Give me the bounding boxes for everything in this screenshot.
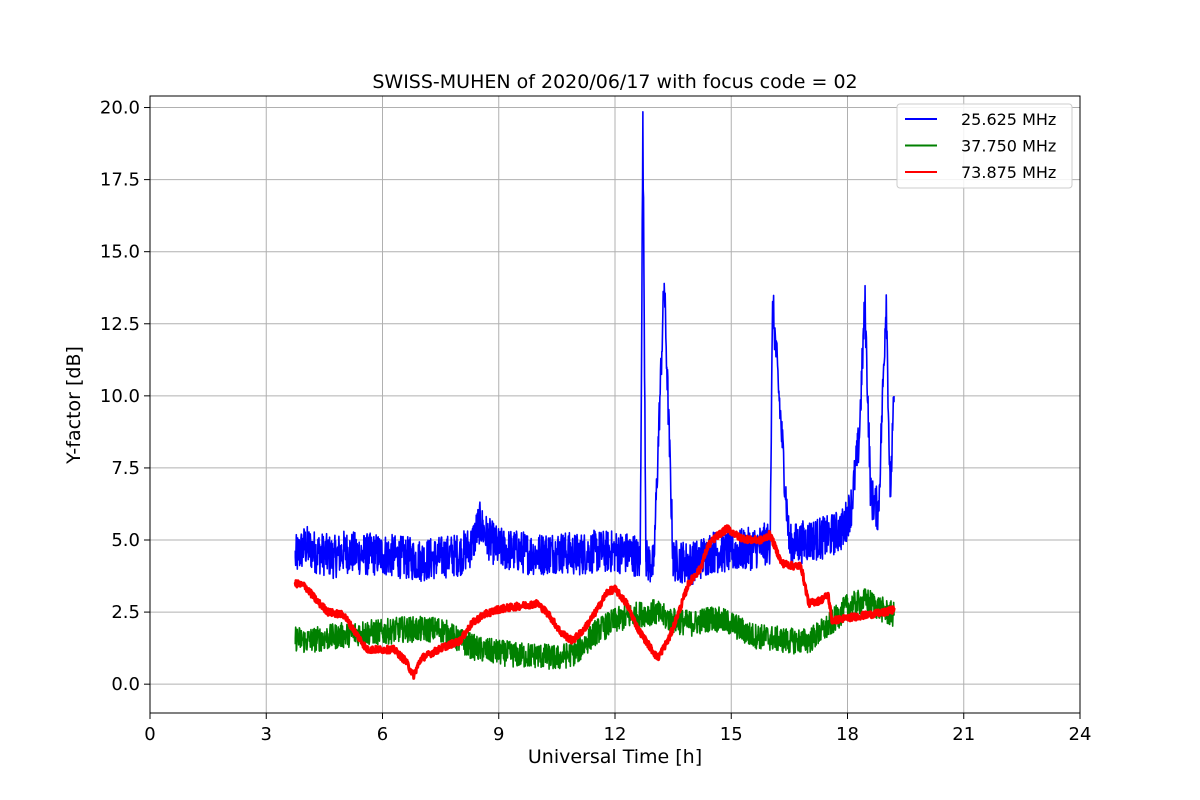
x-tick-label: 9 [493, 724, 504, 745]
plot-area [293, 110, 896, 680]
y-tick-label: 2.5 [111, 602, 140, 623]
series-line [293, 524, 896, 680]
series-line [294, 110, 895, 586]
y-tick-label: 17.5 [100, 170, 140, 191]
x-tick-label: 21 [952, 724, 975, 745]
y-tick-label: 7.5 [111, 458, 140, 479]
x-tick-label: 0 [144, 724, 155, 745]
x-tick-label: 12 [604, 724, 627, 745]
x-tick-label: 15 [720, 724, 743, 745]
y-tick-label: 5.0 [111, 530, 140, 551]
series-line [294, 588, 895, 670]
legend-entry: 73.875 MHz [961, 163, 1056, 182]
legend-entry: 37.750 MHz [961, 137, 1056, 156]
x-tick-label: 18 [836, 724, 859, 745]
y-tick-label: 0.0 [111, 674, 140, 695]
legend-box [896, 103, 1073, 189]
legend: 25.625 MHz 37.750 MHz 73.875 MHz [896, 103, 1073, 189]
legend-entry: 25.625 MHz [961, 110, 1056, 129]
x-axis: 0 3 6 9 12 15 18 21 24 [144, 713, 1091, 745]
y-axis: 0.0 2.5 5.0 7.5 10.0 12.5 15.0 17.5 20.0 [100, 98, 150, 695]
chart-title: SWISS-MUHEN of 2020/06/17 with focus cod… [372, 71, 857, 93]
y-axis-label: Y-factor [dB] [63, 346, 85, 465]
y-tick-label: 10.0 [100, 386, 140, 407]
y-tick-label: 12.5 [100, 314, 140, 335]
y-tick-label: 20.0 [100, 98, 140, 119]
x-axis-label: Universal Time [h] [528, 746, 702, 768]
y-tick-label: 15.0 [100, 242, 140, 263]
x-tick-label: 3 [261, 724, 272, 745]
x-tick-label: 6 [377, 724, 388, 745]
x-tick-label: 24 [1069, 724, 1092, 745]
